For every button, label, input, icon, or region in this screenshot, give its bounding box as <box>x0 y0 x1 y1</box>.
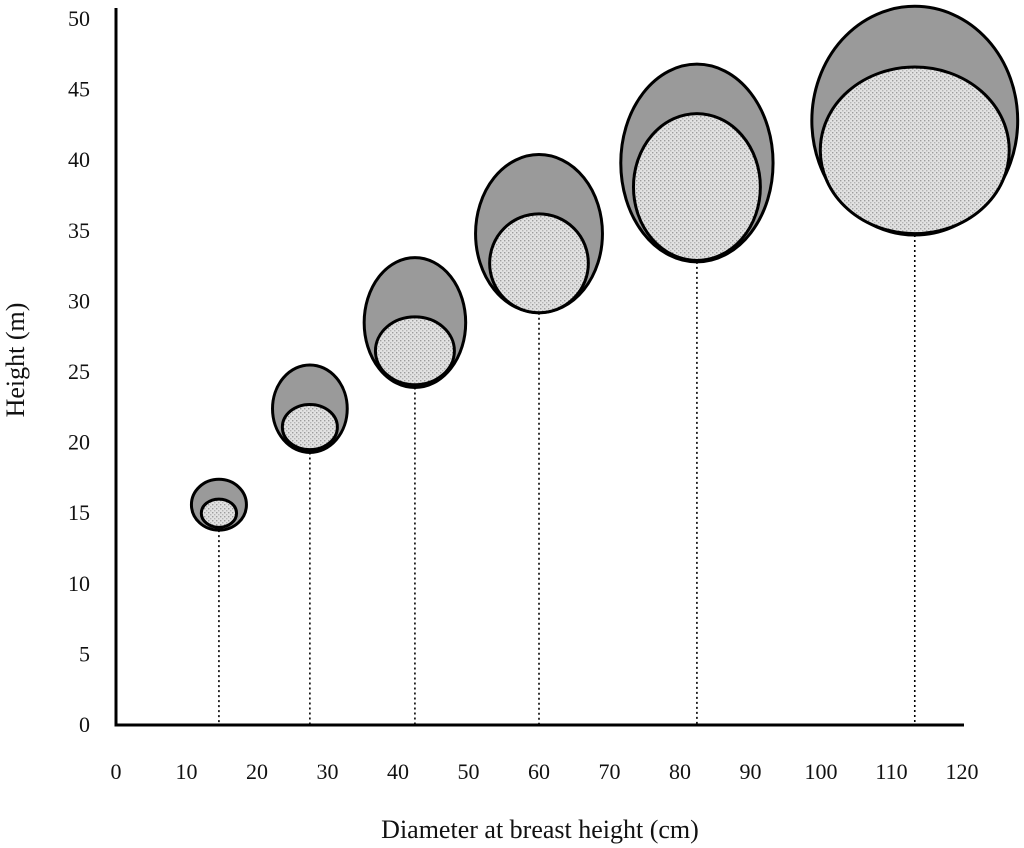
tree-crown <box>362 256 468 390</box>
tree-crown <box>474 153 604 315</box>
x-tick-label: 80 <box>669 759 691 784</box>
y-tick-label: 45 <box>68 77 90 102</box>
y-tick-label: 0 <box>79 712 90 737</box>
x-tick-label: 110 <box>875 759 907 784</box>
inner-crown-ellipse <box>199 497 239 529</box>
y-tick-label: 50 <box>68 6 90 31</box>
inner-crown-ellipse <box>373 315 456 387</box>
crowns-layer <box>189 4 1020 532</box>
y-tick-label: 25 <box>68 359 90 384</box>
tree-crown <box>271 363 349 454</box>
y-tick-label: 20 <box>68 430 90 455</box>
y-tick-label: 10 <box>68 571 90 596</box>
inner-crown-ellipse <box>631 112 762 262</box>
x-tick-label: 30 <box>317 759 339 784</box>
y-tick-label: 35 <box>68 218 90 243</box>
x-tick-label: 120 <box>946 759 979 784</box>
tree-crown <box>189 477 248 532</box>
inner-crown-ellipse <box>280 402 339 452</box>
inner-crown-ellipse <box>488 212 590 315</box>
x-tick-label: 70 <box>599 759 621 784</box>
x-tick-label: 90 <box>740 759 762 784</box>
tree-crown <box>619 62 775 264</box>
y-tick-label: 5 <box>79 641 90 666</box>
y-tick-label: 40 <box>68 147 90 172</box>
x-tick-label: 40 <box>387 759 409 784</box>
stems-layer <box>218 235 916 725</box>
x-tick-label: 20 <box>246 759 268 784</box>
x-tick-label: 50 <box>458 759 480 784</box>
y-tick-label: 15 <box>68 500 90 525</box>
x-tick-labels: 0 10 20 30 40 50 60 70 80 90 100 110 120 <box>111 759 979 784</box>
x-tick-label: 100 <box>805 759 838 784</box>
tree-crown <box>810 4 1020 237</box>
x-tick-label: 0 <box>111 759 122 784</box>
x-axis-title: Diameter at breast height (cm) <box>381 815 699 844</box>
x-tick-label: 60 <box>528 759 550 784</box>
inner-crown-ellipse <box>818 65 1011 236</box>
y-axis-title: Height (m) <box>1 303 30 418</box>
x-tick-label: 10 <box>176 759 198 784</box>
y-tick-label: 30 <box>68 288 90 313</box>
y-tick-labels: 0 5 10 15 20 25 30 35 40 45 50 <box>68 6 90 737</box>
